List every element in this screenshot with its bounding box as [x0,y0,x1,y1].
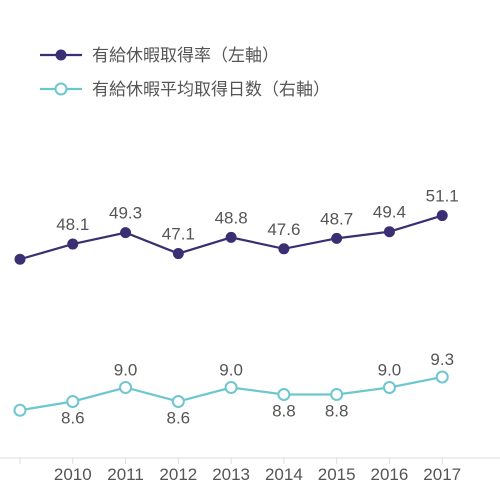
value-label-days: 9.0 [378,361,402,380]
paid-leave-chart: 2010 2011 2012 2013 2014 2015 2016 2017 8.6 9.0 8.… [0,0,500,500]
x-tick-label: 2012 [159,465,197,484]
marker-days [120,382,131,393]
value-label-rate: 48.7 [320,209,353,228]
x-tick-label: 2011 [107,465,144,484]
x-tick-label: 2015 [318,465,356,484]
value-label-rate: 47.1 [162,225,195,244]
marker-rate [278,243,289,254]
marker-days [226,382,237,393]
value-label-rate: 49.3 [109,204,142,223]
marker-rate [226,232,237,243]
value-label-days: 8.8 [325,402,349,421]
legend-marker-rate [56,50,67,61]
value-label-rate: 51.1 [426,187,459,206]
value-label-days: 8.6 [61,409,85,428]
marker-rate [120,227,131,238]
marker-rate [437,210,448,221]
marker-days [437,372,448,383]
value-label-rate: 48.1 [56,215,89,234]
marker-days [331,389,342,400]
marker-days [15,405,26,416]
marker-rate [384,226,395,237]
value-label-rate: 48.8 [215,208,248,227]
marker-days [278,389,289,400]
x-tick-label: 2017 [423,465,461,484]
value-label-rate: 49.4 [373,203,406,222]
value-label-days: 9.0 [219,361,243,380]
x-tick-label: 2014 [265,465,303,484]
value-label-rate: 47.6 [267,220,300,239]
value-label-days: 8.8 [272,402,296,421]
x-tick-label: 2010 [54,465,92,484]
value-label-days: 9.3 [430,350,454,369]
marker-days [384,382,395,393]
marker-days [173,396,184,407]
legend-label: 有給休暇平均取得日数（右軸） [92,80,330,99]
marker-rate [173,248,184,259]
x-tick-label: 2016 [371,465,409,484]
value-label-days: 9.0 [114,361,138,380]
marker-rate [67,239,78,250]
legend-label: 有給休暇取得率（左軸） [92,46,279,65]
marker-days [67,396,78,407]
legend-marker-days [56,84,67,95]
marker-rate [15,254,26,265]
value-label-days: 8.6 [167,409,191,428]
marker-rate [331,233,342,244]
x-tick-label: 2013 [212,465,250,484]
